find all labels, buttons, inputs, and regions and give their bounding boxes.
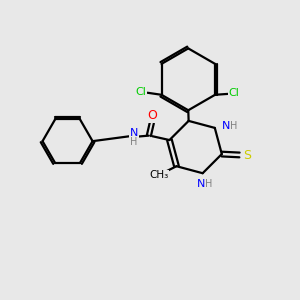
Text: N: N	[130, 128, 138, 138]
Text: H: H	[230, 122, 237, 131]
Text: CH₃: CH₃	[149, 170, 168, 180]
Text: H: H	[130, 136, 138, 146]
Text: O: O	[148, 110, 157, 122]
Text: N: N	[197, 179, 206, 189]
Text: Cl: Cl	[229, 88, 240, 98]
Text: S: S	[243, 149, 251, 162]
Text: Cl: Cl	[136, 87, 146, 97]
Text: H: H	[205, 179, 212, 189]
Text: N: N	[222, 121, 230, 130]
